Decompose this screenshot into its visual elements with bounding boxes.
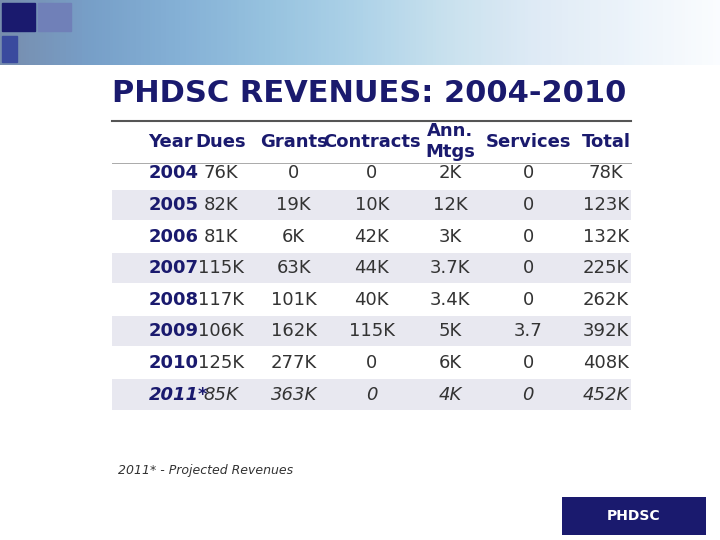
Text: PHDSC REVENUES: 2004-2010: PHDSC REVENUES: 2004-2010 bbox=[112, 79, 626, 109]
Text: 0: 0 bbox=[366, 164, 377, 183]
Text: 2K: 2K bbox=[438, 164, 462, 183]
FancyBboxPatch shape bbox=[112, 190, 631, 220]
Text: 82K: 82K bbox=[204, 196, 238, 214]
Text: 76K: 76K bbox=[204, 164, 238, 183]
Text: 2011*: 2011* bbox=[148, 386, 208, 403]
Text: Grants: Grants bbox=[260, 133, 328, 151]
Text: 63K: 63K bbox=[276, 259, 311, 277]
Text: Services: Services bbox=[485, 133, 571, 151]
Text: 2008: 2008 bbox=[148, 291, 199, 309]
Text: 0: 0 bbox=[522, 386, 534, 403]
Text: 2005: 2005 bbox=[148, 196, 199, 214]
Text: 106K: 106K bbox=[198, 322, 244, 340]
Text: 3K: 3K bbox=[438, 227, 462, 246]
Text: 392K: 392K bbox=[583, 322, 629, 340]
Bar bbox=[1, 36, 17, 62]
Text: PHDSC: PHDSC bbox=[607, 509, 660, 523]
Text: 0: 0 bbox=[523, 354, 534, 372]
Text: 0: 0 bbox=[288, 164, 300, 183]
Text: 44K: 44K bbox=[354, 259, 390, 277]
Text: 4K: 4K bbox=[438, 386, 462, 403]
Text: 262K: 262K bbox=[583, 291, 629, 309]
Text: 452K: 452K bbox=[583, 386, 629, 403]
Text: 81K: 81K bbox=[204, 227, 238, 246]
Bar bbox=[38, 3, 71, 31]
Text: 125K: 125K bbox=[198, 354, 244, 372]
Text: 2006: 2006 bbox=[148, 227, 199, 246]
Text: 42K: 42K bbox=[354, 227, 390, 246]
Text: 3.7: 3.7 bbox=[513, 322, 542, 340]
Text: 115K: 115K bbox=[348, 322, 395, 340]
Text: 6K: 6K bbox=[282, 227, 305, 246]
Text: 408K: 408K bbox=[583, 354, 629, 372]
Text: 19K: 19K bbox=[276, 196, 311, 214]
Text: 123K: 123K bbox=[583, 196, 629, 214]
Text: 6K: 6K bbox=[438, 354, 462, 372]
Text: Year: Year bbox=[148, 133, 193, 151]
Text: 78K: 78K bbox=[589, 164, 624, 183]
Text: Ann.
Mtgs: Ann. Mtgs bbox=[425, 123, 475, 161]
Text: 2011* - Projected Revenues: 2011* - Projected Revenues bbox=[118, 464, 293, 477]
Text: 162K: 162K bbox=[271, 322, 317, 340]
Text: Dues: Dues bbox=[196, 133, 246, 151]
Text: 363K: 363K bbox=[271, 386, 317, 403]
Text: 115K: 115K bbox=[198, 259, 244, 277]
Text: 277K: 277K bbox=[271, 354, 317, 372]
Text: 10K: 10K bbox=[355, 196, 389, 214]
Text: 0: 0 bbox=[523, 291, 534, 309]
Text: 2004: 2004 bbox=[148, 164, 199, 183]
Text: 0: 0 bbox=[523, 259, 534, 277]
Text: 0: 0 bbox=[523, 227, 534, 246]
Text: 3.7K: 3.7K bbox=[430, 259, 470, 277]
Text: 0: 0 bbox=[523, 164, 534, 183]
FancyBboxPatch shape bbox=[112, 253, 631, 284]
FancyBboxPatch shape bbox=[112, 316, 631, 347]
Text: 225K: 225K bbox=[583, 259, 629, 277]
Text: 12K: 12K bbox=[433, 196, 467, 214]
Text: 132K: 132K bbox=[583, 227, 629, 246]
Text: 3.4K: 3.4K bbox=[430, 291, 470, 309]
Text: 0: 0 bbox=[366, 354, 377, 372]
Text: 101K: 101K bbox=[271, 291, 317, 309]
Text: 85K: 85K bbox=[204, 386, 238, 403]
Text: Total: Total bbox=[582, 133, 631, 151]
Text: 5K: 5K bbox=[438, 322, 462, 340]
Text: Contracts: Contracts bbox=[323, 133, 420, 151]
Bar bbox=[1, 3, 35, 31]
Text: 117K: 117K bbox=[198, 291, 244, 309]
Text: 0: 0 bbox=[523, 196, 534, 214]
Text: 0: 0 bbox=[366, 386, 377, 403]
Text: 2010: 2010 bbox=[148, 354, 199, 372]
Text: 40K: 40K bbox=[354, 291, 389, 309]
Text: 2009: 2009 bbox=[148, 322, 199, 340]
FancyBboxPatch shape bbox=[112, 380, 631, 410]
Text: 2007: 2007 bbox=[148, 259, 199, 277]
